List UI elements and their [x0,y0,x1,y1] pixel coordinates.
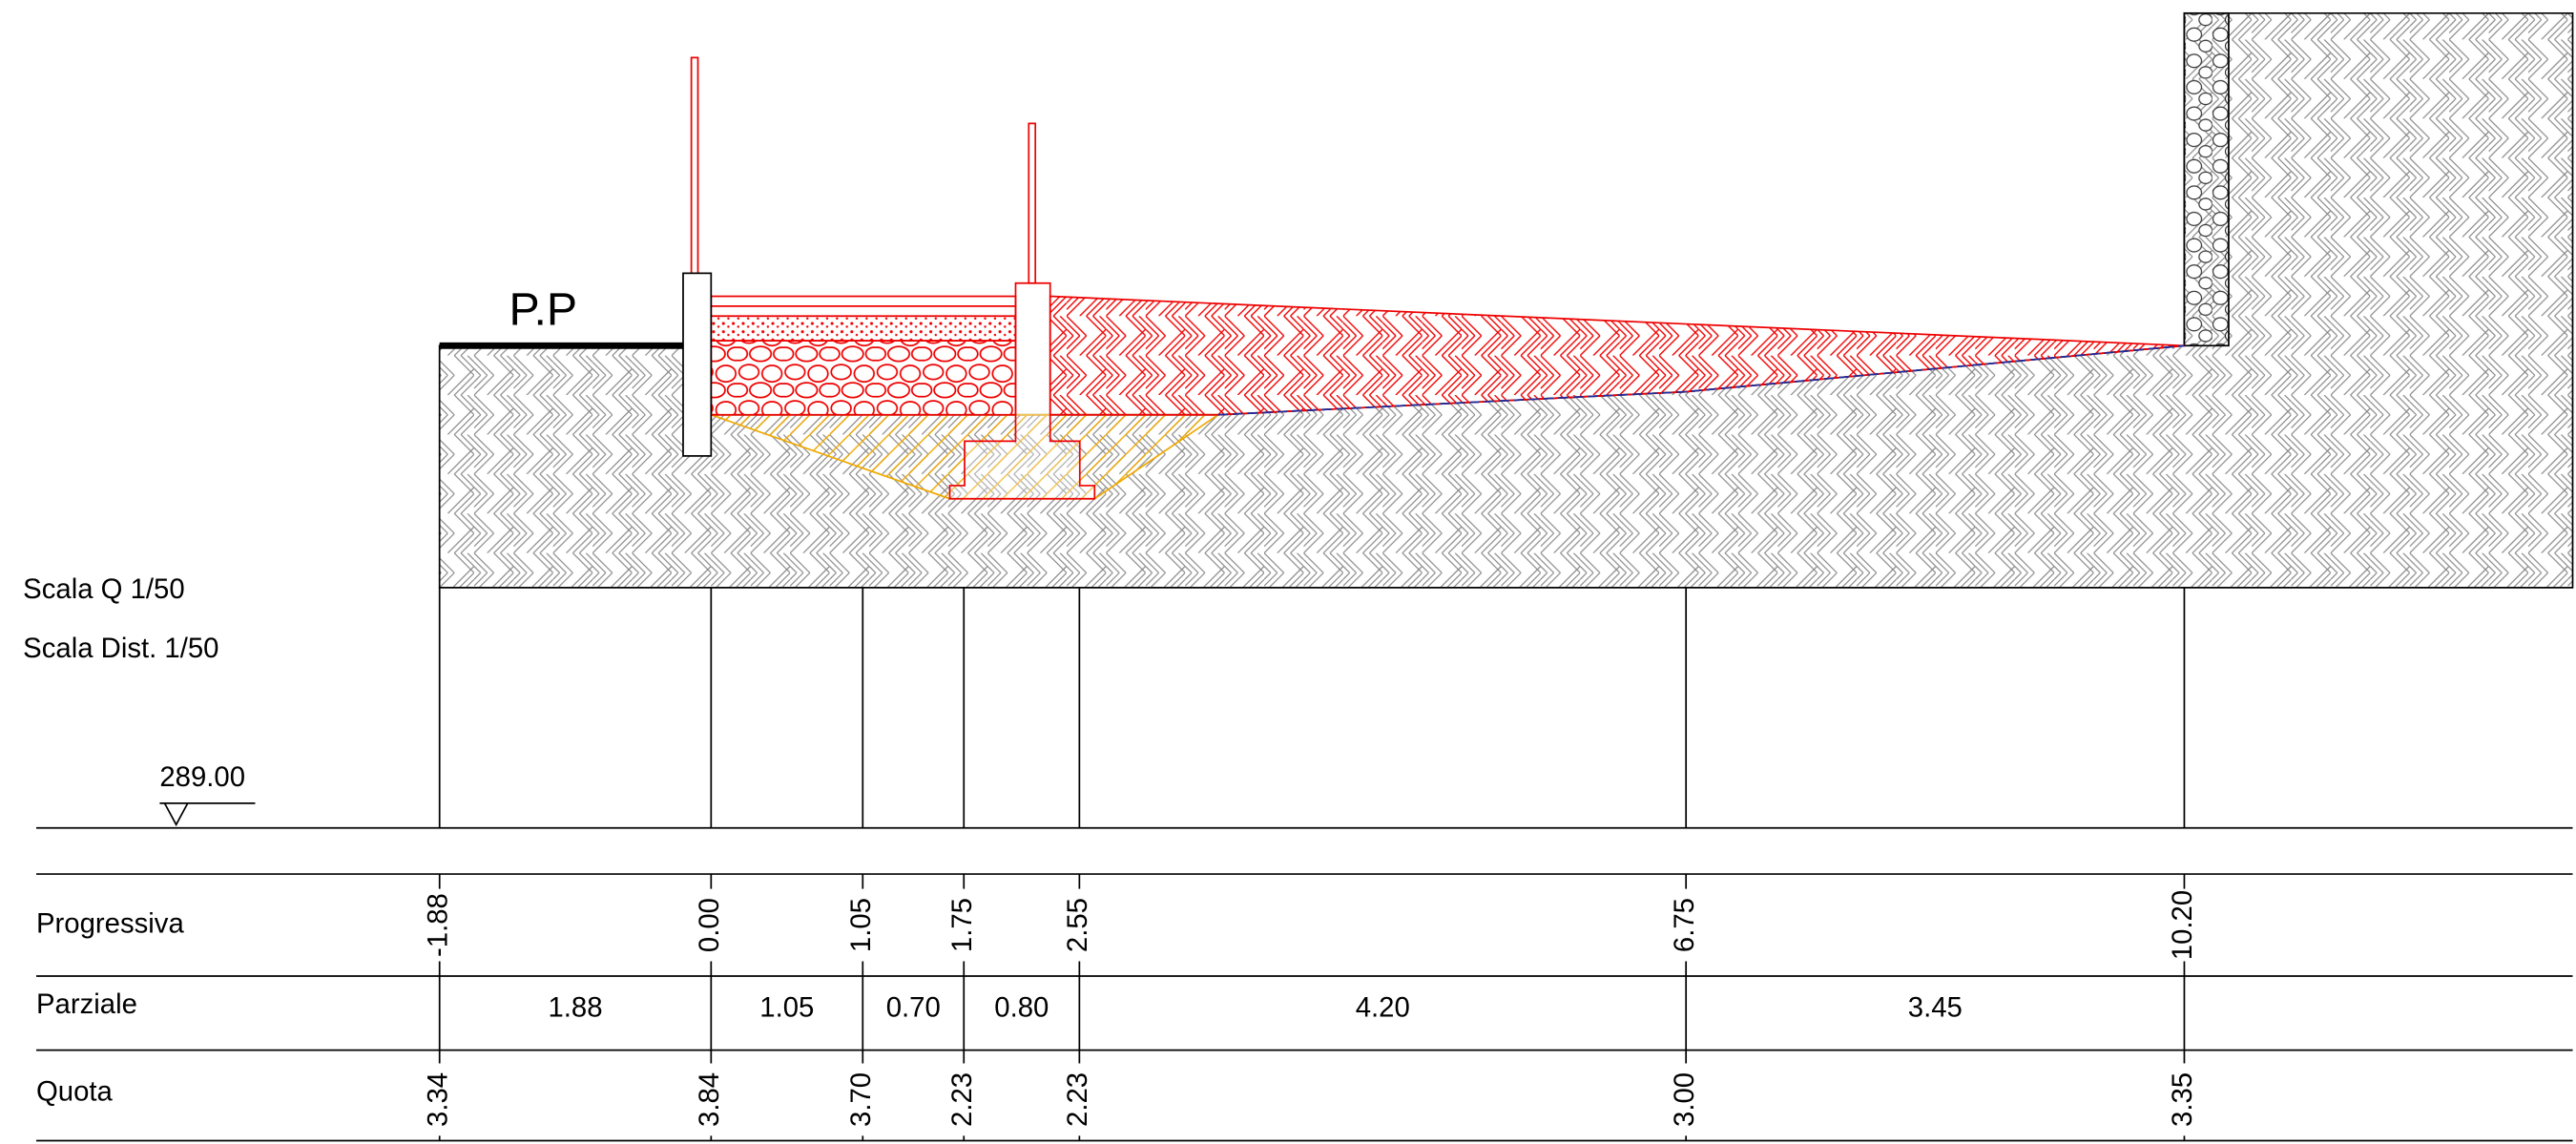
post [1028,122,1037,284]
kerb-footing [948,281,1096,500]
quota-value: 2.23 [946,1072,978,1127]
progressiva-value: 2.55 [1062,898,1093,952]
parziale-value: 0.80 [994,991,1049,1023]
quota-value: 2.23 [1062,1072,1093,1127]
datum-label: 289.00 [159,761,245,793]
parziale-value: 0.70 [886,991,941,1023]
progressiva-value: 1.75 [946,898,978,952]
post [690,56,699,275]
quota-value: 3.35 [2167,1072,2198,1127]
parziale-value: 1.88 [548,991,602,1023]
scale-label: Scala Dist. 1/50 [23,633,218,664]
datum-symbol [159,802,256,827]
scale-label: Scala Q 1/50 [23,573,184,605]
progressiva-value: -1.88 [422,893,453,957]
existing-profile [1217,344,2185,416]
progressiva-value: 0.00 [694,898,725,952]
quota-value: 3.70 [845,1072,877,1127]
quota-value: 3.34 [422,1072,453,1127]
progressiva-value: 10.20 [2167,890,2198,960]
parziale-value: 3.45 [1908,991,1963,1023]
gravel-layer [710,315,1017,342]
row-label: Parziale [36,988,137,1020]
quota-value: 3.00 [1669,1072,1700,1127]
kerb [682,272,713,457]
parziale-value: 1.05 [759,991,814,1023]
quota-value: 3.84 [694,1072,725,1127]
parziale-value: 4.20 [1356,991,1410,1023]
stone-wall [2183,11,2230,347]
row-label: Progressiva [36,907,184,939]
progressiva-value: 1.05 [845,898,877,952]
stone-layer [710,340,1017,416]
section-label: P.P [509,284,578,336]
row-label: Quota [36,1075,114,1107]
progressiva-value: 6.75 [1669,898,1700,952]
